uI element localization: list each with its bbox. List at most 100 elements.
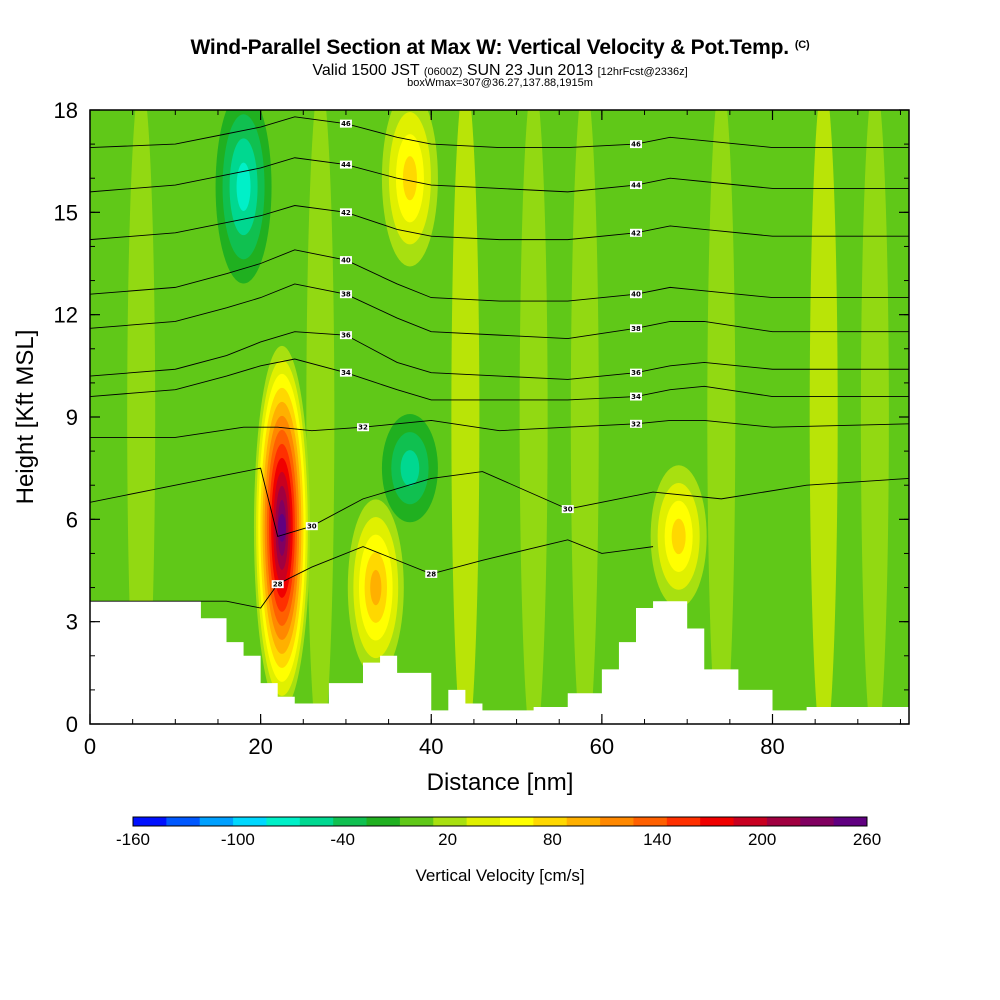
colorbar-label: 20	[438, 830, 457, 849]
isentrope-label-bg	[630, 392, 642, 401]
colorbar-segment	[566, 817, 601, 826]
colorbar-label: -100	[221, 830, 255, 849]
isentrope-label: 34	[631, 393, 641, 401]
isentrope-label-bg	[339, 256, 352, 265]
y-tick-label: 3	[66, 610, 78, 635]
colorbar-segment	[299, 817, 334, 826]
isentrope-label: 42	[341, 209, 351, 217]
isentrope-label-bg	[339, 208, 352, 217]
isentrope-label-bg	[339, 290, 352, 299]
colorbar-segment	[533, 817, 568, 826]
isentrope-label: 40	[631, 291, 641, 299]
isentrope-label: 38	[631, 325, 641, 333]
colorbar-label: -160	[116, 830, 150, 849]
colorbar-label: 200	[748, 830, 776, 849]
isentrope-label-bg	[630, 140, 642, 149]
isentrope-label: 36	[341, 332, 351, 340]
isentrope-label-bg	[425, 569, 438, 578]
isentrope-line	[90, 539, 654, 609]
isentrope-label: 34	[341, 369, 351, 377]
isentrope-label-bg	[630, 368, 642, 377]
colorbar-segment	[800, 817, 835, 826]
isentrope-label: 28	[273, 581, 283, 589]
colorbar-segment	[433, 817, 468, 826]
isentrope-label-bg	[561, 505, 574, 514]
isentrope-label: 44	[631, 182, 641, 190]
isentrope-label-bg	[630, 324, 642, 333]
valid-prefix: Valid 1500 JST	[312, 62, 420, 79]
valid-utc: (0600Z)	[423, 66, 463, 78]
isentrope-label-bg	[630, 419, 642, 428]
isentrope-label: 36	[631, 369, 641, 377]
isentrope-label-bg	[630, 181, 642, 190]
x-tick-label: 60	[590, 734, 614, 759]
field-band	[707, 110, 736, 724]
valid-date: SUN 23 Jun 2013	[466, 62, 594, 79]
colorbar-segment	[833, 817, 868, 826]
colorbar-segment	[700, 817, 735, 826]
isentrope-label: 30	[563, 506, 573, 514]
isentrope-label: 46	[631, 141, 641, 149]
colorbar-segment	[233, 817, 267, 826]
terrain-profile	[90, 601, 909, 724]
colorbar-frame	[132, 816, 868, 827]
isentrope-line	[90, 331, 909, 380]
chart-title-text: Wind-Parallel Section at Max W: Vertical…	[190, 36, 790, 59]
y-tick-label: 0	[66, 712, 78, 737]
y-tick-label: 15	[54, 200, 78, 225]
chart-title: Wind-Parallel Section at Max W: Vertical…	[0, 36, 1000, 60]
updraft-cell	[671, 518, 686, 555]
colorbar-title: Vertical Velocity [cm/s]	[415, 866, 584, 885]
colorbar: -160 -100 -40 20 80 140 200 260	[116, 816, 881, 849]
isentrope-label-bg	[339, 160, 352, 169]
colorbar-segment	[500, 817, 534, 826]
isentrope-label: 28	[426, 570, 436, 578]
isentrope-line	[90, 157, 909, 193]
updraft-cell	[370, 569, 382, 606]
colorbar-segment	[733, 817, 768, 826]
colorbar-segment	[766, 817, 801, 826]
colorbar-segment	[600, 817, 634, 826]
updraft-cell	[402, 156, 417, 201]
updraft-cell	[277, 513, 286, 542]
colorbar-segment	[399, 817, 434, 826]
y-tick-label: 12	[54, 303, 78, 328]
isentrope-label-bg	[630, 290, 642, 299]
valid-time-line: Valid 1500 JST (0600Z) SUN 23 Jun 2013 […	[0, 62, 1000, 80]
field-band	[451, 110, 480, 724]
isentrope-line	[90, 283, 909, 339]
colorbar-label: 140	[643, 830, 671, 849]
isentropes: 28 28 30 30 32 32 34 34 36 36 38 38 40 40 42 42 44 44 46 46	[90, 116, 909, 609]
y-tick-label: 9	[66, 405, 78, 430]
isentrope-label-bg	[630, 228, 642, 237]
isentrope-label-bg	[339, 368, 352, 377]
isentrope-label: 46	[341, 120, 351, 128]
isentrope-line	[90, 116, 909, 148]
isentrope-label-bg	[357, 423, 369, 432]
x-tick-label: 40	[419, 734, 443, 759]
colorbar-segment	[466, 817, 501, 826]
colorbar-segment	[366, 817, 401, 826]
y-axis-title: Height [Kft MSL]	[12, 330, 39, 505]
colorbar-segment	[199, 817, 234, 826]
isentrope-label: 32	[631, 420, 641, 428]
x-tick-label: 20	[248, 734, 272, 759]
isentrope-label: 32	[358, 424, 368, 432]
downdraft-cell	[400, 450, 420, 487]
isentrope-label-bg	[339, 119, 352, 128]
isentrope-line	[90, 467, 909, 537]
field-band	[860, 110, 889, 724]
field-band	[809, 110, 838, 724]
box-info: boxWmax=307@36.27,137.88,1915m	[407, 77, 593, 89]
colorbar-segment	[166, 817, 201, 826]
colorbar-label: -40	[330, 830, 355, 849]
isentrope-label: 30	[307, 523, 317, 531]
colorbar-segment	[666, 817, 701, 826]
terrain	[90, 601, 909, 724]
colorbar-segment	[266, 817, 301, 826]
isentrope-line	[90, 358, 909, 401]
isentrope-label: 44	[341, 161, 351, 169]
field-band	[519, 110, 548, 724]
